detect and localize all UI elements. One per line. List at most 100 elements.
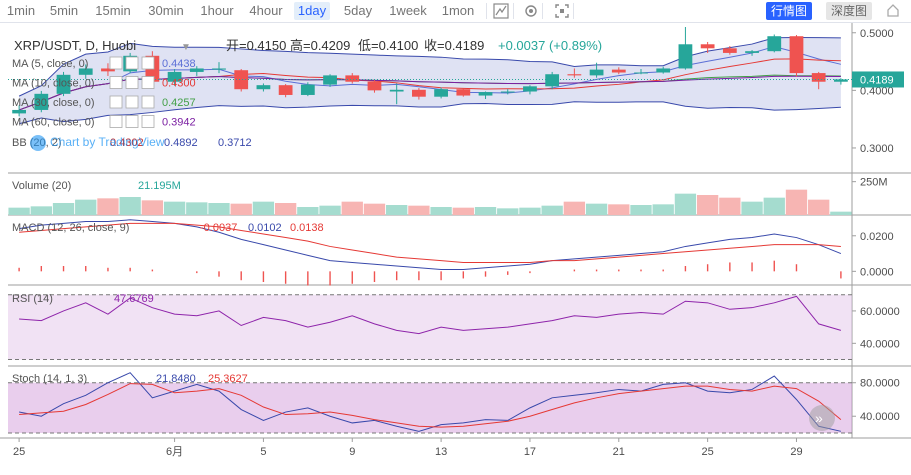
rsi-legend-label: RSI (14) [12,293,53,305]
volume-bar [208,203,230,215]
volume-legend-label: Volume (20) [12,180,71,192]
candle-body [789,36,804,74]
close-icon [141,76,155,89]
price-tick-label: 0.4000 [860,85,894,97]
ohlc-value: 低=0.4100 [358,38,418,53]
depth-chart-button[interactable]: 深度图 [826,2,872,20]
volume-tick-label: 250M [860,177,888,189]
candle-body [811,73,826,82]
price-tick-label: 0.5000 [860,28,894,40]
settings-icon [125,56,139,70]
scroll-to-realtime-button[interactable] [809,405,835,431]
volume-bar [808,199,830,215]
time-tick-label: 17 [524,446,536,458]
rsi-tick-label: 60.0000 [860,306,900,318]
visibility-icon [109,76,123,89]
volume-bar [608,204,630,215]
time-tick-label: 29 [790,446,802,458]
snapshot-icon[interactable] [884,2,902,20]
interval-1week[interactable]: 1week [389,3,427,18]
volume-bar [230,203,252,215]
candle-body [745,51,759,53]
volume-bar [652,204,674,215]
stoch-legend-label: Stoch (14, 1, 3) [12,373,87,385]
candle-body [167,71,182,82]
interval-1day[interactable]: 1day [294,2,330,20]
settings-icon[interactable] [522,2,540,20]
volume-bar [319,205,341,215]
stoch-legend-value: 25.3627 [208,373,248,385]
ma-legend-value: 0.4438 [162,58,196,70]
interval-1mon[interactable]: 1mon [441,3,475,18]
close-icon [141,95,155,109]
macd-tick-label: 0.0200 [860,231,894,243]
last-price-label: 0.4189 [860,74,894,86]
macd-signal-line [19,222,841,263]
volume-bar [430,207,452,215]
tradingview-logo-icon [30,135,46,151]
ohlc-value: 收=0.4189 [424,38,484,53]
settings-icon [125,76,139,89]
indicator-icon[interactable] [492,2,510,20]
double-chevron-right-icon: » [815,410,823,426]
last-price-tag [852,71,904,88]
volume-bar [585,203,608,215]
time-tick-label: 21 [613,446,625,458]
close-icon [141,115,155,128]
candle-body [101,68,115,72]
stoch-d-line [19,383,842,428]
price-tick-label: 0.3000 [860,143,894,155]
candle-body [722,48,737,53]
volume-bar [630,205,652,215]
interval-15min[interactable]: 15min [95,3,131,18]
interval-5min[interactable]: 5min [49,3,79,18]
volume-bar [341,201,363,215]
toolbar: 1min 5min 15min 30min 1hour 4hour 1day 5day 1wee… [0,0,911,23]
volume-bar [186,202,208,215]
ohlc-value: 开=0.4150 [226,38,286,53]
interval-5day[interactable]: 5day [343,3,373,18]
volume-legend-value: 21.195M [138,180,181,192]
settings-icon [125,95,139,109]
volume-bar [785,189,808,215]
interval-4hour[interactable]: 4hour [249,3,283,18]
volume-bar [97,198,119,215]
quote-chart-button[interactable]: 行情图 [766,2,812,20]
ma-legend-label: MA (30, close, 0) [12,97,95,109]
ma-legend-value: 0.4300 [162,78,196,90]
visibility-icon [109,56,123,70]
interval-1hour[interactable]: 1hour [200,3,234,18]
chart-canvas[interactable]: 0.5000 0.4000 0.3000 0.4189 XRP/USDT, D, Huo… [0,23,911,475]
rsi-line [19,295,842,335]
volume-bar [674,193,697,215]
candle-body [345,75,360,82]
volume-bar [252,201,275,215]
volume-bar [830,211,852,215]
volume-bar [363,203,386,215]
interval-1min[interactable]: 1min [6,3,36,18]
candle-body [212,68,226,70]
macd-legend-value: 0.0138 [290,222,324,234]
volume-bar [741,201,763,215]
interval-30min[interactable]: 30min [148,3,184,18]
volume-bar [541,205,563,215]
candle-body [434,89,448,97]
volume-bar [696,195,719,215]
time-tick-label: 13 [435,446,447,458]
ma-legend-label: MA (60, close, 0) [12,117,95,129]
visibility-icon [109,115,123,128]
macd-tick-label: 0.0000 [860,266,894,278]
candle-body [678,44,693,69]
title-menu-icon: ▼ [181,42,191,53]
volume-bar [75,199,97,215]
stoch-k-line [19,372,842,432]
volume-bar [119,197,141,215]
close-icon [141,56,155,70]
price-change: +0.0037 (+0.89%) [498,38,602,53]
candle-body [389,89,404,92]
candle-body [589,69,604,76]
stoch-band [8,382,852,433]
fullscreen-icon[interactable] [553,2,571,20]
chart-title: XRP/USDT, D, Huobi [14,38,136,53]
time-tick-label: 6月 [166,446,183,458]
